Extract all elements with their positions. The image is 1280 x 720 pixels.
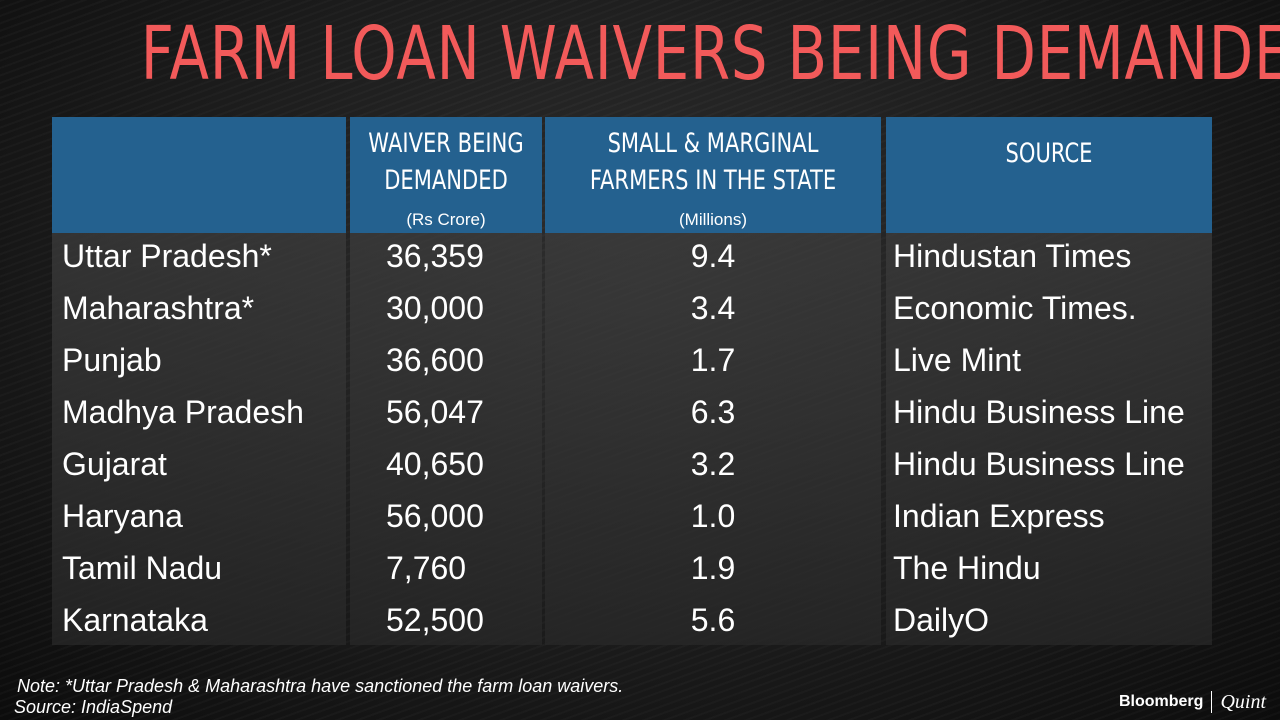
- logo-brand: Bloomberg: [1118, 693, 1204, 710]
- farmers-cell: 5.6: [690, 602, 736, 638]
- waiver-cell: 56,000: [386, 498, 484, 534]
- source-cell: The Hindu: [893, 550, 1041, 586]
- table-row: Madhya Pradesh 56,047 6.3 Hindu Business…: [0, 386, 1280, 438]
- source-text: Source: IndiaSpend: [14, 697, 173, 717]
- waiver-cell: 52,500: [386, 602, 484, 638]
- farmers-cell: 9.4: [690, 238, 736, 274]
- waiver-cell: 36,359: [386, 238, 484, 274]
- table-row: Uttar Pradesh* 36,359 9.4 Hindustan Time…: [0, 230, 1280, 282]
- state-column-bg: [52, 233, 346, 645]
- source-cell: Live Mint: [893, 342, 1022, 378]
- state-cell: Madhya Pradesh: [62, 394, 304, 430]
- waiver-cell: 40,650: [386, 446, 484, 482]
- header-source-label: Source: [1005, 138, 1093, 169]
- table-row: Maharashtra* 30,000 3.4 Economic Times.: [0, 282, 1280, 334]
- logo-sub: Quint: [1220, 690, 1266, 713]
- page-title: Farm Loan Waivers Being Demanded: [140, 11, 1280, 97]
- waiver-cell: 56,047: [386, 394, 484, 430]
- state-cell: Uttar Pradesh*: [62, 238, 272, 274]
- farmers-cell: 6.3: [690, 394, 736, 430]
- state-cell: Maharashtra*: [62, 290, 255, 326]
- state-cell: Punjab: [62, 342, 162, 378]
- header-state: [52, 117, 346, 233]
- header-waiver: Waiver Being Demanded (Rs Crore): [350, 117, 542, 233]
- farmers-cell: 1.7: [690, 342, 736, 378]
- state-cell: Tamil Nadu: [62, 550, 223, 586]
- header-farmers-label: Small & Marginal Farmers in the State: [589, 128, 837, 196]
- waiver-cell: 36,600: [386, 342, 484, 378]
- farmers-column-bg: [545, 233, 881, 645]
- farmers-cell: 3.2: [690, 446, 736, 482]
- source-column-bg: [886, 233, 1212, 645]
- logo-divider: [1211, 691, 1213, 713]
- source-cell: Economic Times.: [893, 290, 1137, 326]
- table-row: Punjab 36,600 1.7 Live Mint: [0, 334, 1280, 386]
- table-row: Karnataka 52,500 5.6 DailyO: [0, 594, 1280, 646]
- source-cell: DailyO: [893, 602, 990, 638]
- waiver-column-bg: [350, 233, 542, 645]
- farmers-cell: 1.9: [690, 550, 736, 586]
- source-cell: Hindu Business Line: [893, 394, 1185, 430]
- header-waiver-label: Waiver Being Demanded: [368, 128, 524, 196]
- state-cell: Gujarat: [62, 446, 167, 482]
- header-farmers-unit: (Millions): [679, 210, 747, 229]
- header-farmers: Small & Marginal Farmers in the State (M…: [545, 117, 881, 233]
- brand-logo: Bloomberg Quint: [1119, 688, 1266, 716]
- footer-note: Note: *Uttar Pradesh & Maharashtra have …: [14, 676, 623, 718]
- source-cell: Hindustan Times: [893, 238, 1132, 274]
- table-row: Haryana 56,000 1.0 Indian Express: [0, 490, 1280, 542]
- header-waiver-unit: (Rs Crore): [406, 210, 486, 229]
- waiver-cell: 30,000: [386, 290, 484, 326]
- state-cell: Haryana: [62, 498, 183, 534]
- waiver-cell: 7,760: [386, 550, 467, 586]
- table-row: Tamil Nadu 7,760 1.9 The Hindu: [0, 542, 1280, 594]
- state-cell: Karnataka: [62, 602, 208, 638]
- farmers-cell: 1.0: [690, 498, 736, 534]
- note-text: Note: *Uttar Pradesh & Maharashtra have …: [17, 676, 624, 696]
- farmers-cell: 3.4: [690, 290, 736, 326]
- source-cell: Hindu Business Line: [893, 446, 1185, 482]
- header-source: Source: [886, 117, 1212, 233]
- source-cell: Indian Express: [893, 498, 1105, 534]
- table-row: Gujarat 40,650 3.2 Hindu Business Line: [0, 438, 1280, 490]
